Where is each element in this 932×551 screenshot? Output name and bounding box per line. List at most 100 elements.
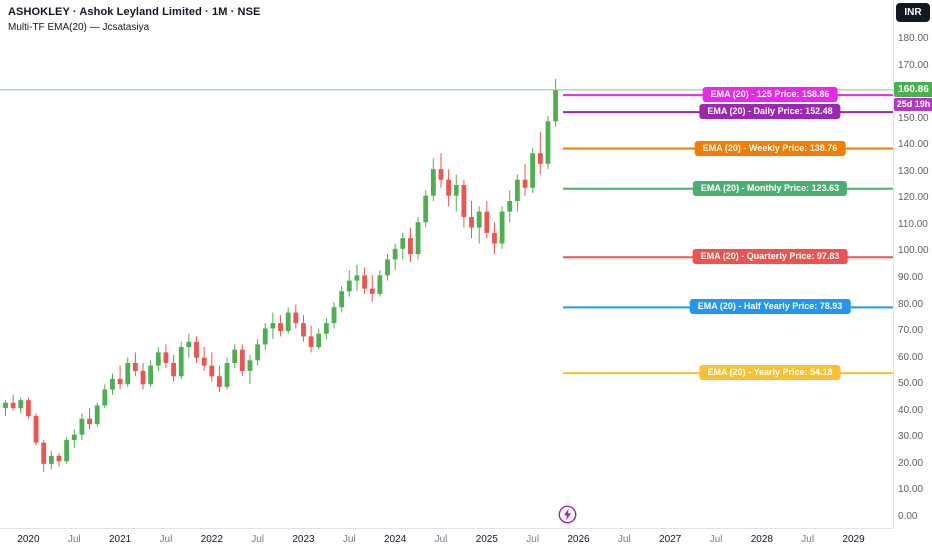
candle xyxy=(110,373,115,395)
time-tick-label: 2027 xyxy=(659,534,682,545)
candle xyxy=(224,357,230,390)
candle xyxy=(301,315,306,342)
price-tick-label: 120.00 xyxy=(898,192,929,204)
ema-label-quarterly[interactable]: EMA (20) - Quarterly Price: 97.83 xyxy=(692,249,848,265)
candle xyxy=(285,307,291,334)
time-axis[interactable]: 2020 Jul 2021 Jul 2022 Jul 2023 Jul 2024 Jul 2025 J… xyxy=(0,528,893,551)
candle xyxy=(430,158,436,201)
candle xyxy=(255,339,261,366)
chart-plot-area[interactable]: ASHOKLEY · Ashok Leyland Limited · 1M · … xyxy=(0,0,893,528)
candle xyxy=(18,397,24,414)
candle xyxy=(469,200,474,239)
candle xyxy=(94,402,100,427)
ema-label-half-yearly[interactable]: EMA (20) - Half Yearly Price: 78.93 xyxy=(689,299,851,315)
indicator-title[interactable]: Multi-TF EMA(20) — Jcsatasiya xyxy=(8,22,150,33)
candle xyxy=(270,312,276,340)
ema-label-125[interactable]: EMA (20) - 125 Price: 158.86 xyxy=(702,87,838,103)
candle xyxy=(71,429,77,448)
price-tick-label: 0.00 xyxy=(898,511,918,522)
price-tick-label: 40.00 xyxy=(898,404,924,416)
ema-label-yearly[interactable]: EMA (20) - Yearly Price: 54.18 xyxy=(699,365,841,381)
currency-button[interactable]: INR xyxy=(896,3,930,22)
price-tick-label: 140.00 xyxy=(898,139,929,151)
candle xyxy=(33,413,39,446)
candle xyxy=(163,344,169,369)
candle xyxy=(461,179,467,228)
candle xyxy=(26,397,31,419)
chart-legend: ASHOKLEY · Ashok Leyland Limited · 1M · … xyxy=(8,6,260,33)
candle xyxy=(553,78,558,127)
time-tick-label: 2029 xyxy=(842,534,865,545)
candle xyxy=(392,243,398,271)
time-tick-label: Jul xyxy=(67,534,81,545)
candle xyxy=(278,315,283,337)
current-price-badge: 160.86 xyxy=(894,81,932,97)
candle xyxy=(545,116,551,170)
price-tick-label: 150.00 xyxy=(898,112,929,124)
candle xyxy=(499,206,505,249)
candle xyxy=(423,190,429,228)
candle xyxy=(209,352,215,382)
time-tick-label: 2021 xyxy=(108,534,132,545)
ema-label-weekly[interactable]: EMA (20) - Weekly Price: 138.76 xyxy=(694,140,846,156)
candle xyxy=(140,362,146,390)
price-tick-label: 60.00 xyxy=(898,351,924,363)
candle xyxy=(87,408,92,430)
price-tick-label: 100.00 xyxy=(898,245,929,257)
candle xyxy=(408,227,413,263)
price-tick-label: 110.00 xyxy=(898,218,928,230)
candle xyxy=(476,206,482,244)
time-tick-label: Jul xyxy=(251,534,265,545)
candle xyxy=(316,328,322,350)
candle xyxy=(492,222,497,255)
time-tick-label: Jul xyxy=(617,534,631,545)
candle xyxy=(514,174,520,212)
candle xyxy=(262,323,268,350)
candle xyxy=(3,400,8,417)
ema-label-monthly[interactable]: EMA (20) - Monthly Price: 123.63 xyxy=(692,180,848,196)
candle xyxy=(132,352,138,377)
candle xyxy=(438,153,444,188)
candle xyxy=(369,275,375,302)
candle xyxy=(48,450,54,470)
candle xyxy=(155,347,161,371)
candle xyxy=(186,333,192,358)
time-tick-label: 2024 xyxy=(384,534,407,545)
time-tick-label: 2025 xyxy=(475,534,498,545)
price-tick-label: 130.00 xyxy=(898,165,929,177)
price-tick-label: 170.00 xyxy=(898,59,929,71)
price-axis[interactable]: INR 160.86 25d 19h 0.00 10.00 20.00 30.00 40… xyxy=(893,0,932,528)
candle xyxy=(400,232,406,260)
price-tick-label: 90.00 xyxy=(898,272,924,283)
candle xyxy=(453,174,459,212)
candle xyxy=(362,267,367,294)
price-tick-label: 50.00 xyxy=(898,378,924,390)
candle xyxy=(339,285,345,313)
candle xyxy=(232,344,238,369)
candle xyxy=(102,384,108,409)
lightning-event-icon[interactable] xyxy=(558,505,577,524)
candle xyxy=(56,453,62,467)
time-tick-label: Jul xyxy=(159,534,173,545)
candle xyxy=(171,355,176,382)
price-tick-label: 80.00 xyxy=(898,298,924,310)
time-tick-label: Jul xyxy=(342,534,356,545)
time-tick-label: 2023 xyxy=(292,534,315,545)
candle xyxy=(507,190,513,223)
candle xyxy=(446,169,452,207)
candle xyxy=(377,270,383,297)
candle xyxy=(530,147,536,194)
price-tick-label: 20.00 xyxy=(898,457,924,469)
symbol-title[interactable]: ASHOKLEY · Ashok Leyland Limited · 1M · … xyxy=(8,6,261,18)
candle xyxy=(354,264,360,292)
candle xyxy=(308,325,314,353)
ema-label-daily[interactable]: EMA (20) - Daily Price: 152.48 xyxy=(699,104,841,120)
candle xyxy=(239,344,245,377)
candle xyxy=(247,355,253,385)
time-tick-label: Jul xyxy=(801,534,815,545)
candle xyxy=(148,360,154,387)
candle xyxy=(293,304,299,329)
candle xyxy=(125,357,131,387)
price-tick-label: 70.00 xyxy=(898,325,924,337)
